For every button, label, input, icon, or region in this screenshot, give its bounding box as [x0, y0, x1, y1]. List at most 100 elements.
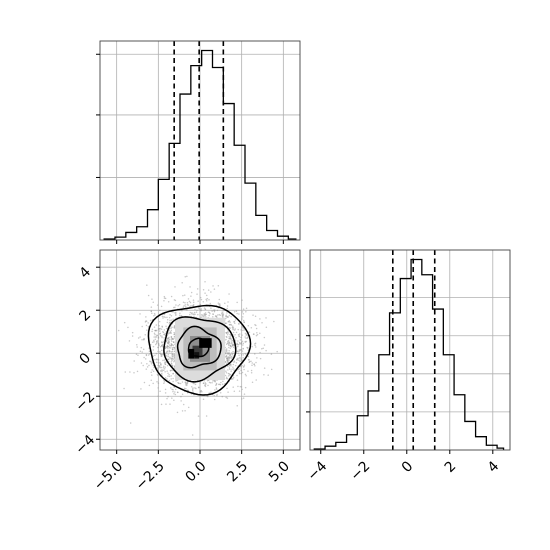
scatter-point [229, 338, 231, 340]
scatter-point [208, 311, 211, 314]
scatter-point [173, 299, 176, 301]
scatter-point [192, 391, 194, 393]
scatter-point [228, 357, 231, 359]
scatter-point [207, 289, 210, 291]
scatter-point [241, 364, 243, 367]
scatter-point [141, 351, 143, 353]
scatter-point [237, 368, 240, 371]
scatter-point [193, 311, 196, 314]
scatter-point [294, 338, 297, 341]
scatter-point [160, 349, 163, 352]
scatter-point [232, 346, 235, 349]
scatter-point [157, 346, 159, 349]
scatter-point [191, 389, 194, 392]
scatter-point [241, 299, 243, 301]
scatter-point [216, 394, 218, 397]
scatter-point [155, 352, 158, 355]
scatter-point [173, 326, 175, 329]
scatter-point [146, 284, 148, 286]
scatter-point [237, 343, 240, 346]
scatter-point [230, 365, 232, 367]
scatter-point [226, 307, 228, 310]
scatter-point [163, 297, 166, 299]
scatter-point [153, 312, 156, 315]
scatter-point [172, 311, 174, 313]
scatter-point [222, 309, 225, 312]
scatter-point [164, 361, 167, 363]
scatter-point [164, 388, 167, 391]
scatter-point [242, 329, 244, 332]
scatter-point [205, 298, 207, 301]
scatter-point [175, 313, 177, 315]
scatter-point [237, 328, 239, 331]
scatter-point [166, 321, 169, 324]
scatter-point [164, 352, 167, 355]
scatter-point [208, 381, 211, 384]
scatter-point [152, 349, 155, 351]
scatter-point [169, 330, 172, 333]
scatter-point [208, 314, 210, 317]
scatter-point [233, 311, 236, 313]
scatter-point [165, 340, 168, 342]
scatter-point [235, 362, 238, 364]
scatter-point [225, 343, 228, 346]
scatter-point [167, 358, 170, 361]
scatter-point [251, 345, 253, 348]
scatter-point [161, 343, 164, 346]
scatter-point [231, 368, 233, 370]
scatter-point [243, 364, 246, 366]
scatter-point [210, 291, 212, 293]
scatter-point [156, 341, 158, 344]
scatter-point [145, 354, 148, 357]
scatter-point [185, 384, 187, 386]
scatter-point [213, 394, 215, 397]
scatter-point [193, 315, 195, 318]
scatter-point [226, 305, 229, 307]
scatter-point [231, 342, 233, 344]
scatter-point [242, 354, 244, 356]
scatter-point [240, 354, 243, 356]
scatter-point [230, 357, 232, 360]
scatter-point [171, 359, 173, 362]
scatter-point [270, 353, 273, 355]
scatter-point [173, 331, 175, 334]
scatter-point [225, 315, 227, 318]
scatter-point [189, 311, 192, 314]
scatter-point [221, 383, 224, 386]
scatter-point [194, 387, 196, 389]
scatter-point [203, 314, 206, 316]
scatter-point [168, 375, 171, 378]
grid [100, 41, 300, 240]
scatter-point [180, 400, 182, 402]
scatter-point [242, 397, 245, 399]
scatter-point [181, 381, 184, 383]
scatter-point [186, 275, 188, 278]
scatter-point [166, 370, 168, 372]
scatter-point [142, 364, 144, 367]
scatter-point [166, 316, 168, 319]
scatter-point [224, 302, 226, 304]
scatter-point [228, 343, 230, 345]
scatter-point [123, 387, 125, 390]
scatter-point [170, 350, 173, 353]
contour-level-1 [163, 316, 237, 383]
scatter-point [231, 352, 234, 355]
scatter-point [248, 331, 251, 333]
scatter-point [169, 319, 171, 322]
scatter-point [169, 369, 172, 372]
scatter-point [227, 375, 230, 377]
scatter-point [254, 344, 256, 347]
scatter-point [179, 382, 182, 385]
scatter-point [214, 379, 216, 382]
scatter-point [168, 344, 171, 346]
scatter-point [170, 387, 172, 389]
scatter-point [164, 392, 167, 394]
scatter-point [152, 345, 155, 348]
scatter-point [259, 357, 262, 360]
scatter-point [151, 328, 154, 331]
scatter-point [238, 357, 240, 359]
scatter-point [238, 313, 240, 315]
scatter-point [227, 353, 229, 355]
scatter-point [174, 393, 177, 396]
scatter-point [163, 333, 166, 336]
